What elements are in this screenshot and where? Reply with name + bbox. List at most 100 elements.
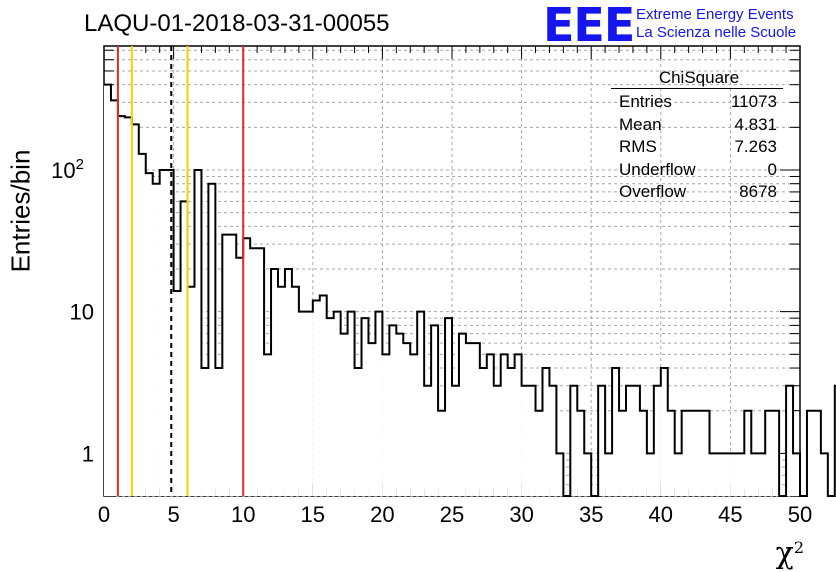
histogram-bin — [389, 325, 397, 496]
histogram-bin — [793, 453, 800, 496]
histogram-bin — [333, 311, 341, 496]
y-tick-label: 10 — [70, 300, 94, 325]
logo-line-1: Extreme Energy Events — [636, 6, 794, 23]
stats-row-overflow: Overflow 8678 — [619, 182, 777, 201]
histogram-bin — [445, 318, 452, 496]
stats-box: ChiSquare Entries 11073 Mean 4.831 RMS 7.26… — [611, 68, 783, 204]
histogram-bin — [396, 333, 404, 496]
histogram-bin — [257, 248, 265, 496]
histogram-bin — [208, 183, 216, 496]
histogram-bin — [632, 385, 640, 496]
stats-header: ChiSquare — [658, 68, 740, 87]
logo-line-2: La Scienza nelle Scuole — [636, 24, 797, 41]
histogram-bin — [382, 354, 390, 496]
histogram-bin — [187, 286, 195, 496]
histogram-bin — [535, 410, 543, 496]
histogram-bin — [305, 311, 313, 496]
x-tick-label: 30 — [509, 502, 533, 527]
histogram-bin — [570, 385, 578, 496]
histogram-bin — [465, 343, 473, 496]
histogram-bin — [452, 385, 459, 496]
histogram-bin — [786, 385, 794, 496]
histogram-bin — [660, 368, 668, 496]
histogram-bin — [278, 286, 285, 496]
histogram-bin — [236, 257, 244, 496]
histogram-bin — [243, 238, 251, 496]
histogram-bin — [424, 385, 432, 496]
histogram-bin — [403, 343, 411, 496]
x-tick-label: 35 — [579, 502, 603, 527]
chart-title: LAQU-01-2018-03-31-00055 — [84, 10, 390, 37]
histogram-bin — [340, 333, 348, 496]
histogram-bin — [166, 169, 174, 496]
histogram-bin — [417, 311, 425, 496]
histogram-bin — [528, 385, 536, 496]
histogram-bin — [486, 354, 494, 496]
axis-ticks: 0 5 10 15 20 25 30 35 40 45 50 1 10 102 — [51, 46, 812, 527]
histogram-bin — [368, 343, 376, 496]
histogram-bin — [605, 453, 613, 496]
histogram-bin — [514, 354, 522, 496]
histogram-bin — [744, 410, 752, 496]
x-tick-label: 40 — [649, 502, 673, 527]
histogram-bin — [626, 385, 633, 496]
histogram-bin — [361, 318, 369, 496]
histogram-bin — [716, 453, 724, 496]
histogram-bin — [347, 311, 355, 496]
x-tick-label: 45 — [718, 502, 742, 527]
stats-row-rms: RMS 7.263 — [619, 137, 777, 156]
histogram-bin — [215, 368, 223, 496]
histogram-bin — [410, 354, 418, 496]
reference-lines — [116, 46, 245, 496]
histogram-bin — [458, 333, 466, 496]
histogram-bin — [688, 410, 696, 496]
histogram-bin — [173, 290, 181, 496]
histogram-bin — [751, 453, 759, 496]
stats-row-mean: Mean 4.831 — [619, 114, 777, 134]
histogram-bin — [159, 169, 167, 496]
x-tick-label: 15 — [301, 502, 325, 527]
histogram-bin — [584, 453, 592, 496]
x-tick-label: 20 — [370, 502, 394, 527]
histogram-bin — [194, 169, 202, 496]
histogram-bin — [813, 410, 821, 496]
histogram-bin — [138, 153, 146, 496]
histogram-bin — [598, 385, 606, 496]
histogram-bin — [619, 410, 626, 496]
histogram-bin — [104, 84, 111, 496]
histogram-bin — [271, 269, 278, 496]
stats-row-underflow: Underflow 0 — [619, 159, 777, 179]
histogram-bin — [556, 453, 564, 496]
x-axis-label: χ2 — [775, 536, 804, 571]
histogram-bin — [493, 385, 501, 496]
histogram-bin — [375, 311, 383, 496]
histogram-bin — [117, 116, 125, 497]
histogram-bin — [500, 354, 508, 496]
histogram-bin — [354, 368, 362, 496]
histogram-bin — [326, 318, 334, 496]
stats-divider — [611, 88, 783, 89]
histogram-bin — [737, 453, 745, 496]
histogram-bin — [549, 385, 557, 496]
x-tick-label: 25 — [440, 502, 464, 527]
histogram-bin — [674, 453, 682, 496]
histogram-bin — [298, 311, 306, 496]
histogram-bin — [542, 368, 550, 496]
histogram-bin — [730, 453, 738, 496]
histogram-bin — [667, 410, 675, 496]
histogram-bin — [577, 410, 585, 496]
histogram-bin — [110, 100, 118, 497]
x-tick-label: 50 — [788, 502, 812, 527]
histogram-bin — [145, 173, 153, 497]
histogram-bin — [820, 453, 828, 496]
x-tick-label: 0 — [98, 502, 110, 527]
histogram-bin — [758, 453, 766, 496]
histogram-bin — [639, 410, 647, 496]
histogram-bin — [250, 248, 258, 496]
histogram-bin — [319, 295, 327, 496]
histogram-bin — [312, 300, 320, 496]
histogram-bin — [702, 410, 710, 496]
histogram-bin — [152, 183, 160, 496]
histogram-bin — [765, 410, 773, 496]
